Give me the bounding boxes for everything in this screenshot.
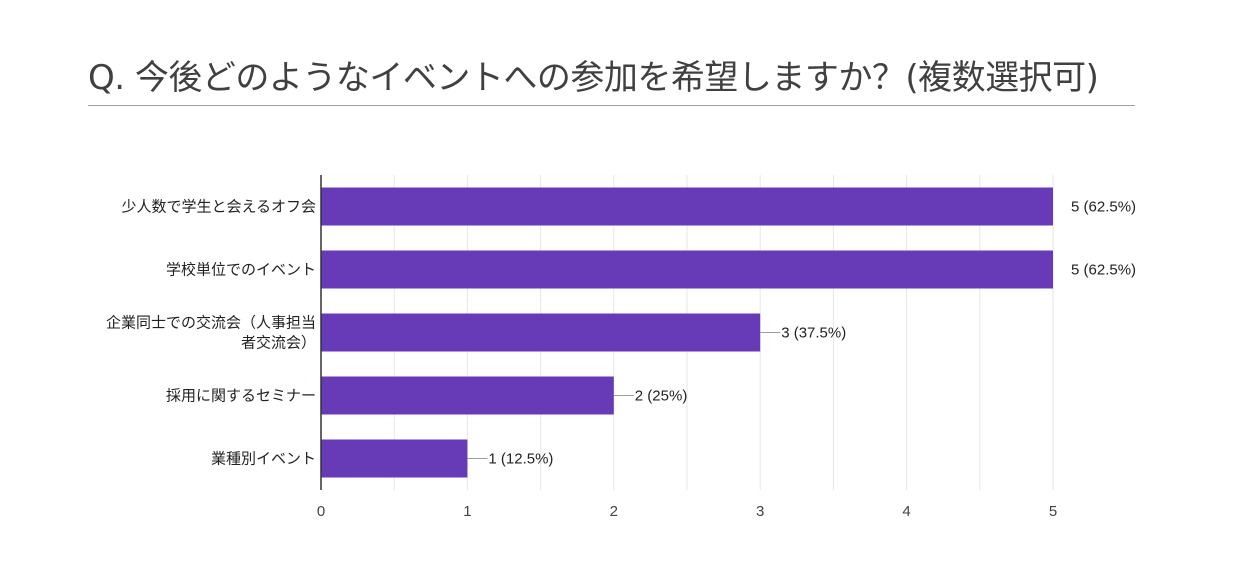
bar [321,187,1053,226]
value-label: 5 (62.5%) [1071,199,1136,216]
bar [321,439,468,478]
value-label: 5 (62.5%) [1071,262,1136,279]
category-labels: 少人数で学生と会えるオフ会学校単位でのイベント企業同士での交流会（人事担当者交流… [106,199,316,468]
x-tick-label: 0 [317,503,325,520]
category-label: 少人数で学生と会えるオフ会 [121,199,316,216]
chart-title: Q. 今後どのようなイベントへの参加を希望しますか？(複数選択可) [88,58,1099,98]
x-tick-label: 3 [756,503,764,520]
x-tick-label: 2 [610,503,618,520]
bars [321,187,1053,478]
bar [321,250,1053,289]
x-tick-label: 5 [1049,503,1057,520]
value-label: 3 (37.5%) [781,325,846,342]
value-label: 1 (12.5%) [488,451,553,468]
category-label: 者交流会） [241,334,316,352]
x-tick-label: 1 [463,503,471,520]
x-tick-label: 4 [902,503,910,520]
gridlines [320,175,1054,490]
value-label: 2 (25%) [635,388,688,405]
x-tick-labels: 0 1 2 3 4 5 [317,503,1057,520]
title-underline [88,105,1135,106]
value-connectors [467,332,781,459]
value-labels: 5 (62.5%) 5 (62.5%) 3 (37.5%) 2 (25%) 1 (12.… [488,199,1136,468]
category-label: 業種別イベント [211,451,316,468]
bar [321,376,614,415]
bar [321,313,761,352]
category-label: 学校単位でのイベント [166,262,316,279]
category-label: 企業同士での交流会（人事担当 [106,314,316,332]
category-label: 採用に関するセミナー [166,388,316,405]
